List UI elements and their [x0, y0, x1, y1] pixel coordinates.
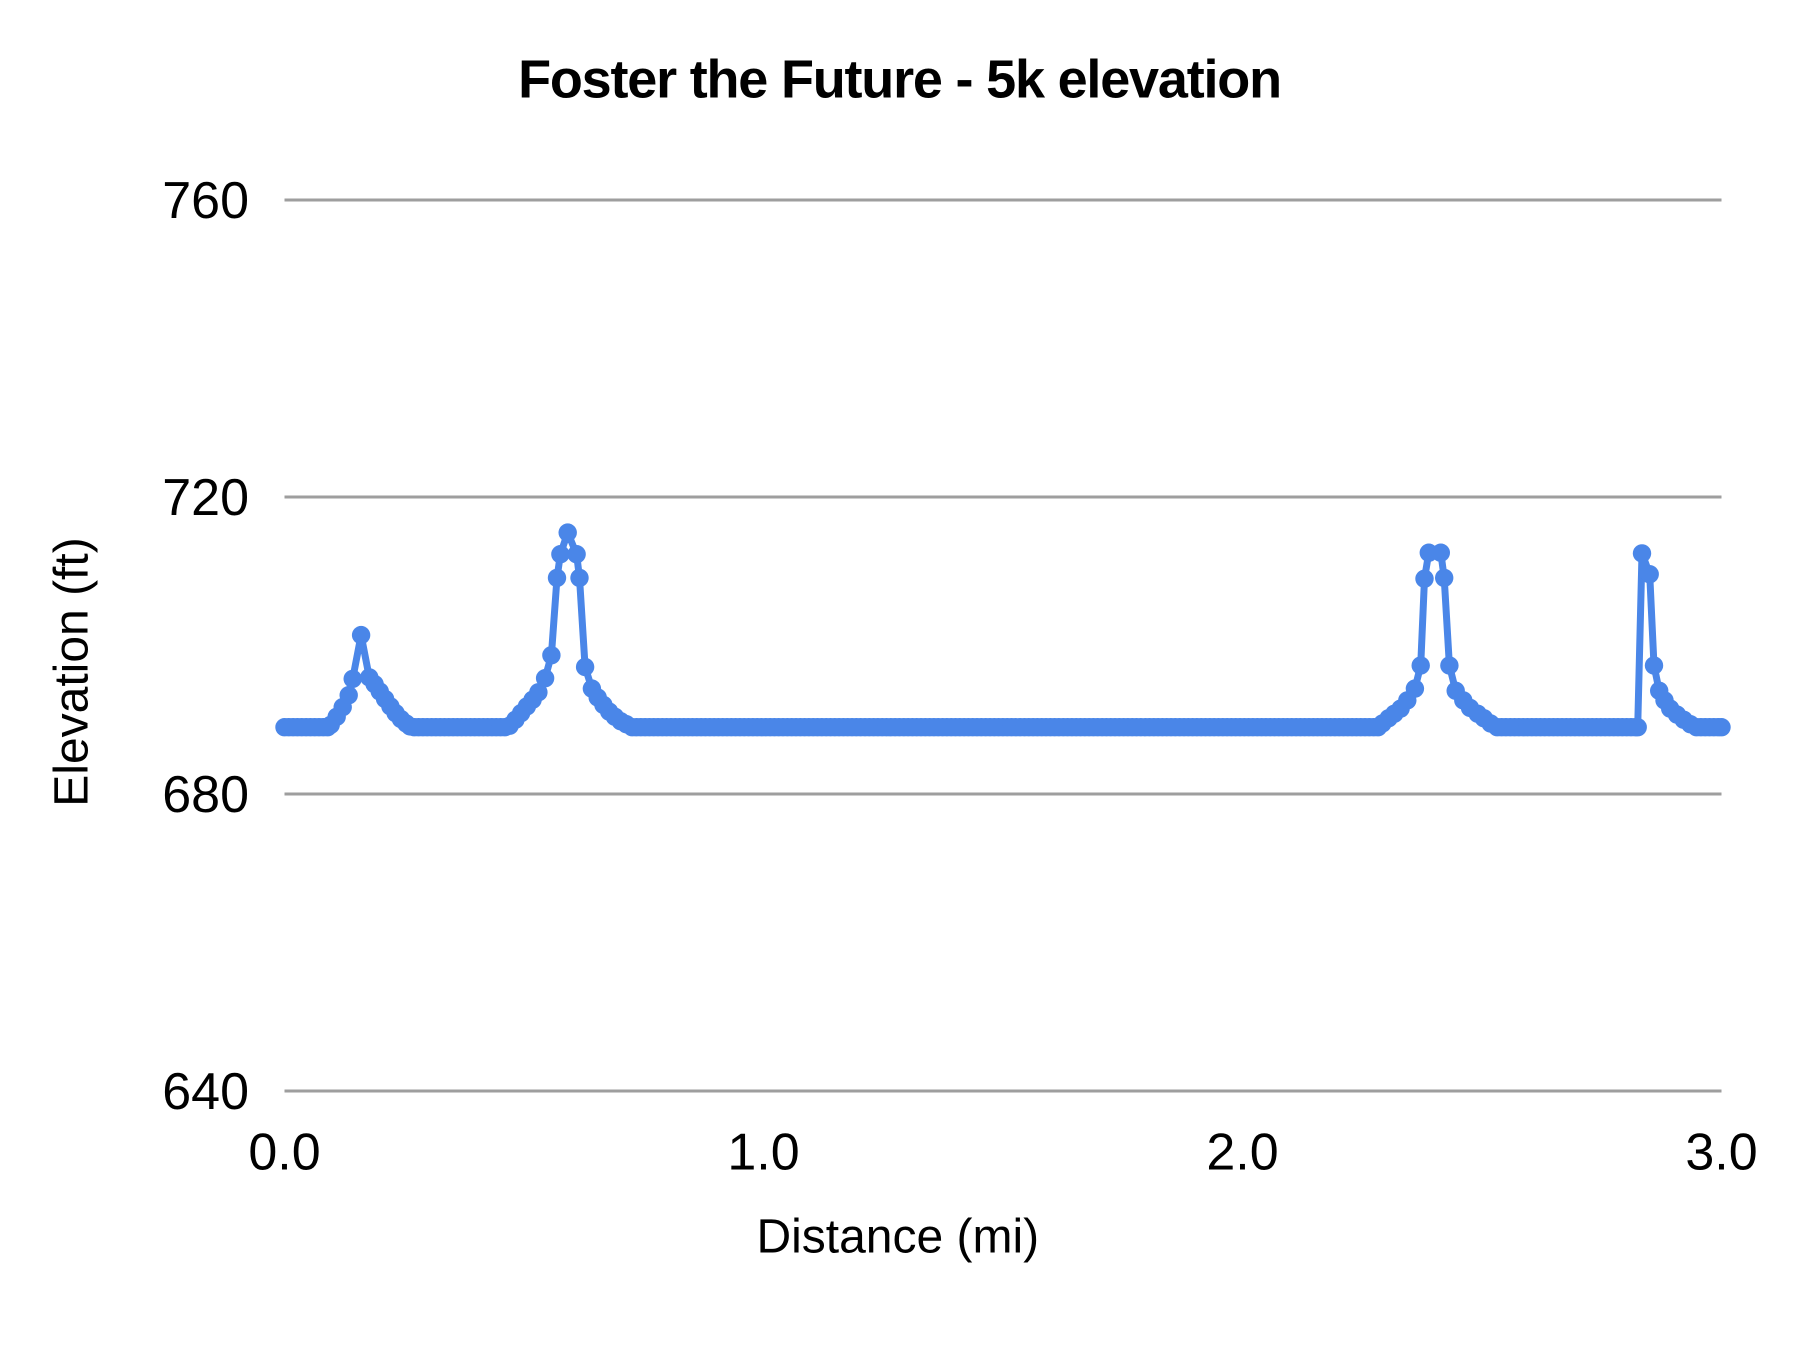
- svg-text:1.0: 1.0: [727, 1124, 799, 1182]
- svg-text:3.0: 3.0: [1685, 1124, 1757, 1182]
- svg-text:Elevation (ft): Elevation (ft): [46, 537, 99, 806]
- svg-text:640: 640: [162, 1063, 249, 1121]
- svg-text:680: 680: [162, 766, 249, 824]
- svg-text:760: 760: [162, 172, 249, 230]
- svg-text:720: 720: [162, 469, 249, 527]
- svg-text:Foster the Future - 5k elevati: Foster the Future - 5k elevation: [518, 50, 1281, 110]
- svg-text:Distance (mi): Distance (mi): [756, 1211, 1039, 1264]
- svg-text:0.0: 0.0: [248, 1124, 320, 1182]
- svg-text:2.0: 2.0: [1206, 1124, 1278, 1182]
